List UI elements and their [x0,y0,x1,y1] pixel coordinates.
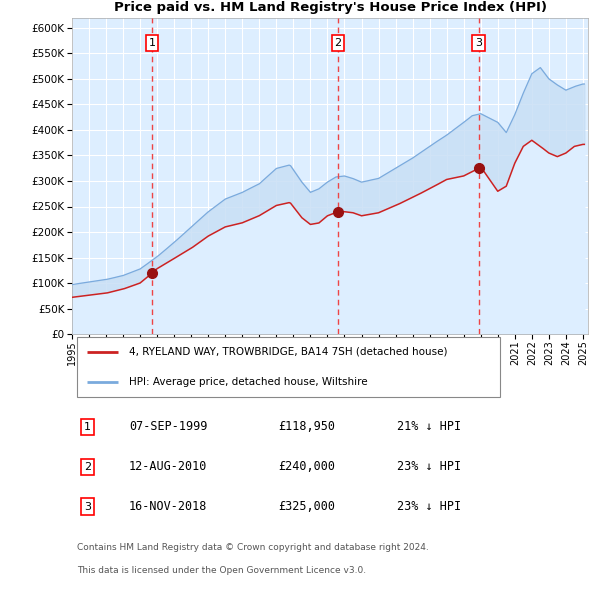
Text: £240,000: £240,000 [278,460,335,473]
Text: 07-SEP-1999: 07-SEP-1999 [129,421,207,434]
Title: 4, RYELAND WAY, TROWBRIDGE, BA14 7SH
Price paid vs. HM Land Registry's House Pri: 4, RYELAND WAY, TROWBRIDGE, BA14 7SH Pri… [113,0,547,14]
Text: 12-AUG-2010: 12-AUG-2010 [129,460,207,473]
Text: 3: 3 [475,38,482,48]
Text: 21% ↓ HPI: 21% ↓ HPI [397,421,461,434]
Text: 3: 3 [84,502,91,512]
Text: HPI: Average price, detached house, Wiltshire: HPI: Average price, detached house, Wilt… [129,378,367,388]
Text: This data is licensed under the Open Government Licence v3.0.: This data is licensed under the Open Gov… [77,566,366,575]
Text: 23% ↓ HPI: 23% ↓ HPI [397,500,461,513]
Text: 1: 1 [148,38,155,48]
Text: £118,950: £118,950 [278,421,335,434]
FancyBboxPatch shape [77,337,500,397]
Text: 4, RYELAND WAY, TROWBRIDGE, BA14 7SH (detached house): 4, RYELAND WAY, TROWBRIDGE, BA14 7SH (de… [129,347,447,357]
Text: 16-NOV-2018: 16-NOV-2018 [129,500,207,513]
Text: 23% ↓ HPI: 23% ↓ HPI [397,460,461,473]
Text: 2: 2 [84,462,91,472]
Text: £325,000: £325,000 [278,500,335,513]
Text: 1: 1 [84,422,91,432]
Text: 2: 2 [334,38,341,48]
Text: Contains HM Land Registry data © Crown copyright and database right 2024.: Contains HM Land Registry data © Crown c… [77,543,429,552]
